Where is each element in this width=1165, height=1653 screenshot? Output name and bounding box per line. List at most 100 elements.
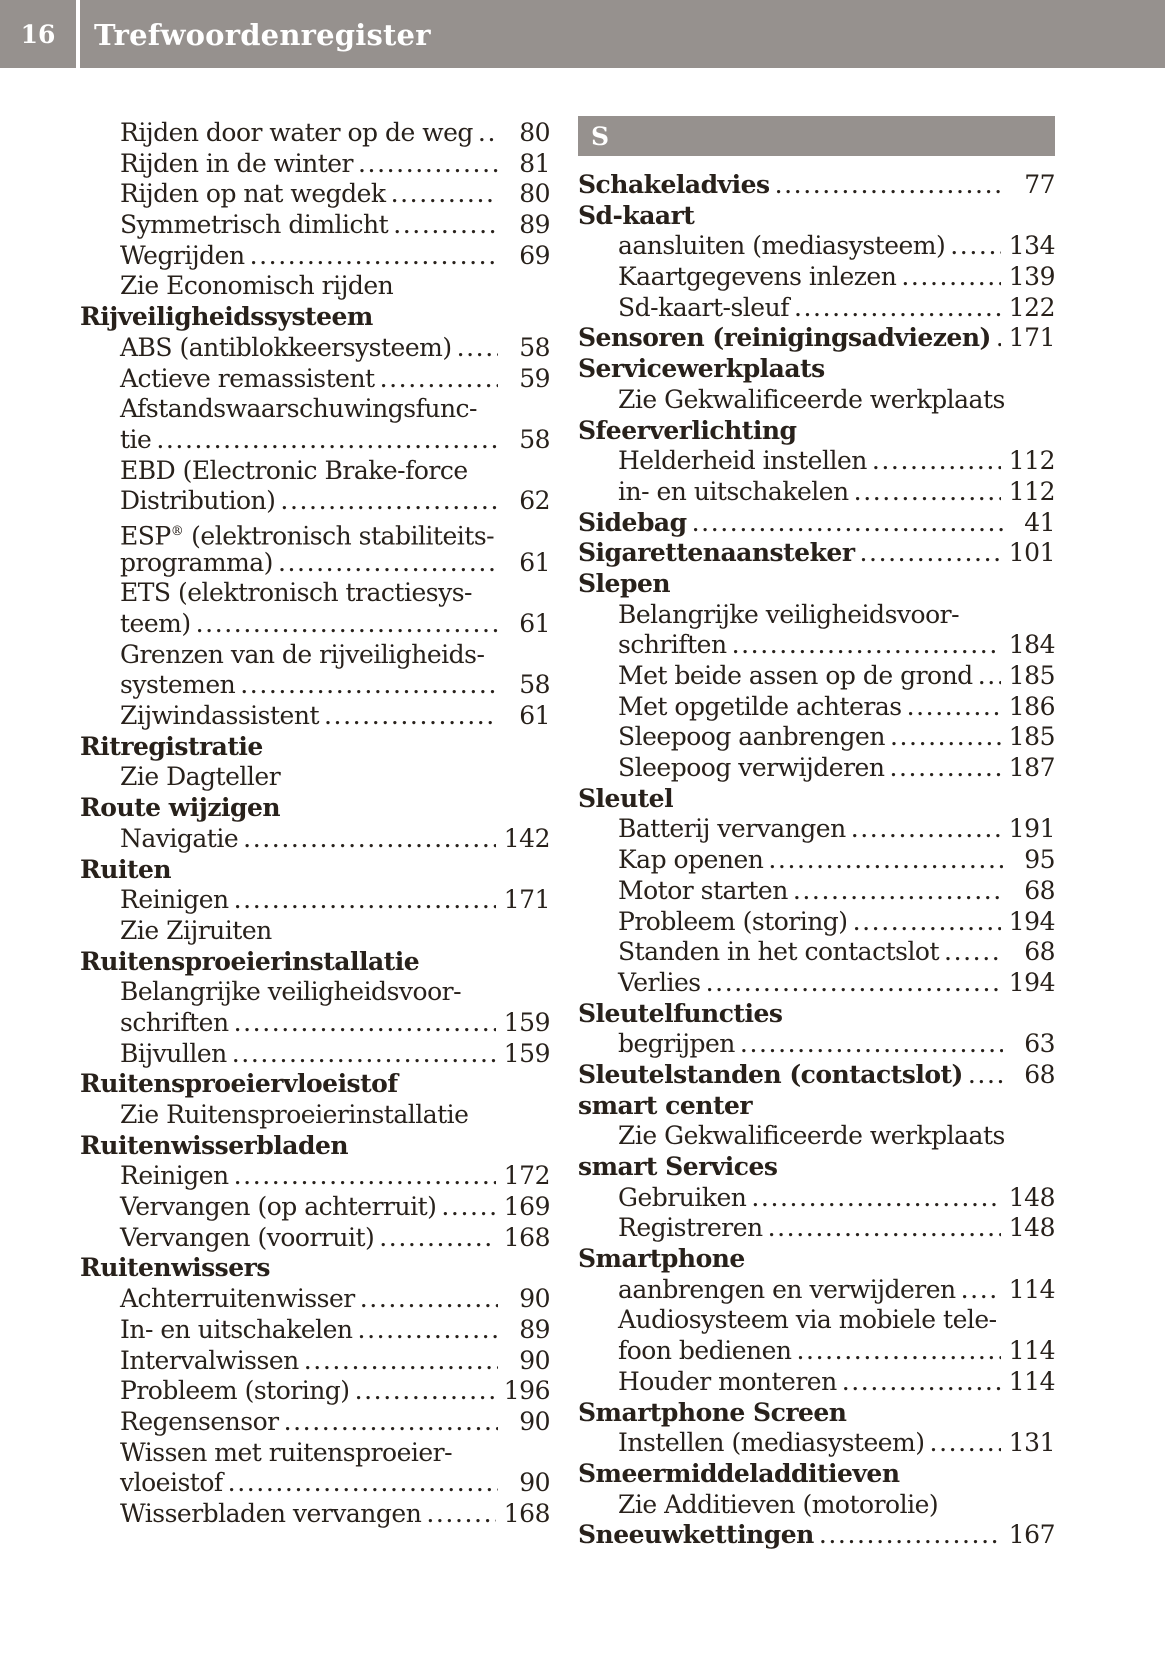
row-page-number: 58 xyxy=(519,332,550,362)
dot-leader: ........................................… xyxy=(906,691,1001,721)
index-row: Sigarettenaansteker.....................… xyxy=(578,538,1056,569)
row-label: Sleutelstanden (contactslot) xyxy=(578,1059,963,1089)
row-page-number: 114 xyxy=(1008,1274,1056,1304)
index-row: aansluiten (mediasysteem)...............… xyxy=(578,231,1056,262)
index-row: Sd-kaart xyxy=(578,201,1055,232)
row-page-number: 148 xyxy=(1008,1213,1056,1243)
row-label: programma) xyxy=(120,547,273,577)
index-row: Zie Additieven (motorolie) xyxy=(578,1490,1055,1521)
dot-leader: ........................................… xyxy=(691,507,1003,537)
index-row: Zie Dagteller xyxy=(80,762,550,793)
row-page-number: 58 xyxy=(519,670,550,700)
row-page-number: 69 xyxy=(519,240,550,270)
row-page-number: 194 xyxy=(1008,967,1056,997)
row-label: Ruitenwissers xyxy=(80,1253,270,1283)
dot-leader: ........................................… xyxy=(852,906,1001,936)
dot-leader: ........................................… xyxy=(277,547,498,577)
row-page-number: 167 xyxy=(1008,1520,1056,1550)
dot-leader: ........................................… xyxy=(390,179,498,209)
index-row: aanbrengen en verwijderen...............… xyxy=(578,1274,1056,1306)
index-row: Verlies.................................… xyxy=(578,967,1056,999)
index-row: Afstandswaarschuwingsfunc- xyxy=(80,394,550,425)
index-row: Ruitenwissers xyxy=(80,1253,550,1284)
row-label: aansluiten (mediasysteem) xyxy=(618,231,946,261)
index-row: Regensensor.............................… xyxy=(80,1406,551,1438)
row-page-number: 61 xyxy=(519,547,550,577)
index-row: ABS (antiblokkeersysteem)...............… xyxy=(80,332,551,364)
row-page-number: 68 xyxy=(1024,1059,1055,1089)
registered-trademark-symbol: ® xyxy=(170,523,184,539)
row-label: Reinigen xyxy=(120,1161,229,1191)
index-row: Kaartgegevens inlezen...................… xyxy=(578,262,1056,293)
dot-leader: ........................................… xyxy=(944,937,1003,967)
index-row: Wegrijden...............................… xyxy=(80,240,551,272)
index-row: Probleem (storing)......................… xyxy=(578,906,1056,938)
index-row: Bijvullen...............................… xyxy=(80,1038,551,1070)
dot-leader: ........................................… xyxy=(774,170,1003,199)
row-label: Wegrijden xyxy=(120,240,245,270)
row-page-number: 101 xyxy=(1008,538,1056,568)
index-row: schriften...............................… xyxy=(80,1008,551,1039)
index-row: systemen................................… xyxy=(80,670,551,701)
row-page-number: 134 xyxy=(1008,231,1056,261)
row-label: Intervalwissen xyxy=(120,1345,299,1375)
row-label: Sleepoog aanbrengen xyxy=(618,722,885,752)
row-page-number: 63 xyxy=(1024,1029,1055,1059)
index-row: Batterij vervangen......................… xyxy=(578,814,1056,845)
index-row: Ruitenwisserbladen xyxy=(80,1131,550,1162)
row-page-number: 90 xyxy=(519,1284,550,1314)
row-label: Rijden in de winter xyxy=(120,148,354,178)
row-label: Audiosysteem via mobiele tele- xyxy=(618,1305,997,1335)
row-label: teem) xyxy=(120,609,191,638)
row-label: Bijvullen xyxy=(120,1038,227,1068)
index-row: Servicewerkplaats xyxy=(578,354,1055,385)
row-label: Achterruitenwisser xyxy=(120,1284,355,1314)
dot-leader: ........................................… xyxy=(357,1314,498,1344)
row-page-number: 90 xyxy=(519,1468,550,1498)
row-page-number: 131 xyxy=(1008,1428,1056,1458)
index-row: Reinigen................................… xyxy=(80,1161,551,1192)
row-page-number: 171 xyxy=(503,885,551,915)
dot-leader: ........................................… xyxy=(967,1059,1003,1089)
dot-leader: ........................................… xyxy=(456,332,498,362)
index-row: Gebruiken...............................… xyxy=(578,1182,1056,1214)
dot-leader: ........................................… xyxy=(751,1182,1000,1212)
row-label: Ruitenwisserbladen xyxy=(80,1130,349,1160)
index-row: Sleepoog verwijderen....................… xyxy=(578,753,1056,784)
row-label: Route wijzigen xyxy=(80,793,281,823)
row-label: Reinigen xyxy=(120,885,229,915)
index-row: ESP® (elektronisch stabiliteits- xyxy=(80,517,550,550)
row-label: ABS (antiblokkeersysteem) xyxy=(120,332,452,362)
dot-leader: ........................................… xyxy=(233,1161,496,1191)
dot-leader: ........................................… xyxy=(793,292,1001,322)
row-label: Afstandswaarschuwingsfunc- xyxy=(120,394,478,424)
index-row: Sd-kaart-sleuf..........................… xyxy=(578,292,1056,324)
row-label: aanbrengen en verwijderen xyxy=(618,1274,956,1304)
index-row: Ruitensproeiervloeistof xyxy=(80,1069,550,1100)
index-row: Route wijzigen xyxy=(80,793,550,824)
page-header: 16 Trefwoordenregister xyxy=(0,0,1165,68)
row-label: Wissen met ruitensproeier- xyxy=(120,1437,453,1467)
index-row: Achterruitenwisser......................… xyxy=(80,1284,551,1315)
index-row: Schakeladvies...........................… xyxy=(578,170,1056,201)
row-label: Met opgetilde achteras xyxy=(618,691,902,721)
index-row: Zie Economisch rijden xyxy=(80,271,550,302)
row-label: Probleem (storing) xyxy=(120,1376,350,1406)
index-row: Vervangen (op achterruit)...............… xyxy=(80,1192,551,1223)
row-label: schriften xyxy=(618,630,727,660)
row-label: Distribution) xyxy=(120,486,276,516)
row-page-number: 139 xyxy=(1008,262,1056,292)
row-label: Regensensor xyxy=(120,1406,279,1436)
index-row: schriften...............................… xyxy=(578,630,1056,661)
row-label: Navigatie xyxy=(120,823,239,853)
row-label: begrijpen xyxy=(618,1029,735,1059)
dot-leader: ........................................… xyxy=(950,231,1001,261)
row-page-number: 172 xyxy=(503,1161,551,1191)
letter-label: S xyxy=(591,122,610,151)
row-page-number: 80 xyxy=(519,179,550,209)
row-label: Zijwindassistent xyxy=(120,701,320,731)
row-label: Ruiten xyxy=(80,854,172,884)
dot-leader: ........................................… xyxy=(283,1406,498,1436)
row-label: Slepen xyxy=(578,568,671,598)
row-label: Zie Economisch rijden xyxy=(120,271,394,301)
